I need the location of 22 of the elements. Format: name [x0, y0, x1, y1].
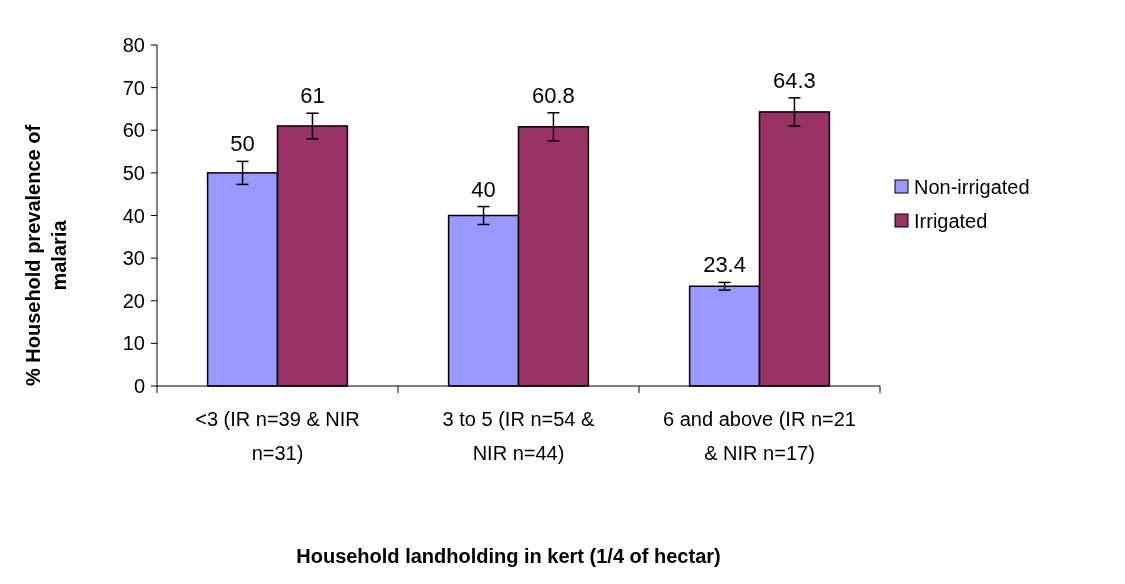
data-label: 61: [300, 83, 325, 109]
x-tick-label: 3 to 5 (IR n=54 & NIR n=44): [442, 408, 596, 464]
data-label: 50: [230, 131, 255, 157]
y-axis-title: % Household prevalence of malaria: [22, 124, 70, 387]
y-tick-label: 60: [122, 119, 145, 142]
y-tick-label: 20: [122, 289, 145, 312]
data-label: 40: [471, 176, 496, 202]
legend-label: Non-irrigated: [914, 176, 1030, 198]
y-tick-label: 10: [122, 332, 145, 355]
y-tick-label: 40: [122, 204, 145, 227]
y-tick-label: 30: [122, 247, 145, 270]
data-label: 23.4: [703, 252, 746, 278]
x-tick-label: <3 (IR n=39 & NIR n=31): [195, 408, 360, 464]
data-label: 60.8: [532, 82, 575, 108]
y-tick-label: 70: [122, 76, 145, 99]
y-tick-label: 80: [122, 34, 145, 56]
y-tick-label: 50: [122, 161, 145, 184]
x-tick-label: 6 and above (IR n=21 & NIR n=17): [663, 408, 856, 464]
x-axis-title: Household landholding in kert (1/4 of hectar): [296, 545, 721, 567]
data-label: 64.3: [773, 67, 816, 93]
y-tick-label: 0: [133, 375, 145, 397]
legend-label: Irrigated: [914, 210, 988, 232]
